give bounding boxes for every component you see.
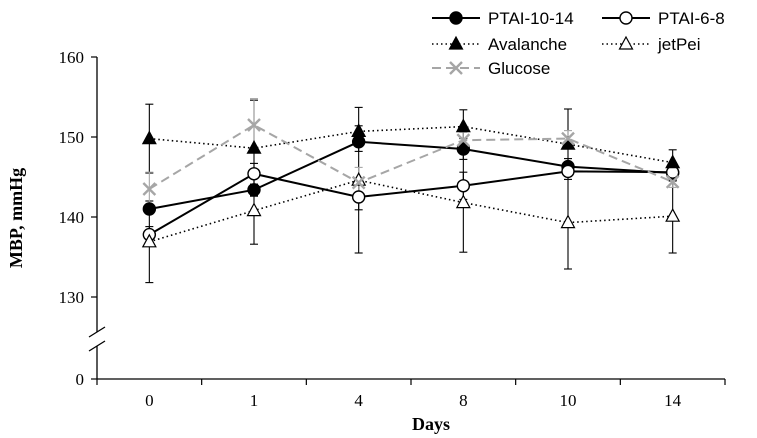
series-line-4 (148, 123, 674, 190)
series-line-3 (149, 179, 673, 243)
y-tick-label-0: 0 (76, 370, 85, 389)
marker-s1-p4 (561, 164, 575, 179)
x-ticks: 0 1 4 8 10 14 (96, 379, 726, 410)
marker-s3-p3 (455, 194, 471, 209)
legend-label-0: PTAI-10-14 (488, 9, 574, 28)
legend-label-1: PTAI-6-8 (658, 9, 725, 28)
marker-s0-p0 (142, 202, 157, 216)
legend-item-0: PTAI-10-14 (432, 9, 574, 28)
marker-s2-p1 (246, 139, 262, 154)
x-tick-label-2: 4 (354, 391, 363, 410)
legend-marker-0 (449, 11, 463, 25)
lines (148, 123, 674, 243)
y-axis-title: MBP, mmHg (6, 168, 26, 268)
series (141, 98, 681, 284)
x-tick-label-4: 10 (560, 391, 577, 410)
marker-s3-p0 (141, 233, 157, 248)
marker-s1-p3 (456, 179, 471, 193)
legend-item-1: PTAI-6-8 (602, 9, 725, 28)
marker-s4-p5 (665, 174, 680, 189)
y-tick-label-4: 160 (59, 48, 85, 67)
marker-s0-p3 (456, 142, 471, 156)
y-tick-label-2: 140 (59, 208, 85, 227)
x-tick-label-0: 0 (145, 391, 154, 410)
marker-s2-p0 (141, 130, 157, 145)
legend-label-4: Glucose (488, 59, 550, 78)
marker-s2-p3 (455, 118, 471, 133)
legend: PTAI-10-14 PTAI-6-8 Avalanche jetPei Glu (432, 9, 725, 78)
marker-s2-p5 (665, 154, 681, 169)
markers (141, 118, 681, 248)
x-tick-label-1: 1 (250, 391, 259, 410)
x-tick-label-3: 8 (459, 391, 468, 410)
legend-marker-1 (619, 11, 633, 25)
marker-s4-p1 (247, 118, 261, 132)
marker-s3-p4 (560, 214, 576, 229)
axis-break-mark-lower (88, 340, 106, 352)
axes (88, 57, 725, 380)
series-line-0 (149, 140, 673, 210)
marker-s0-p2 (351, 135, 366, 149)
marker-s4-p4 (561, 131, 575, 146)
legend-marker-2 (448, 35, 464, 50)
legend-item-2: Avalanche (432, 35, 567, 54)
x-tick-label-5: 14 (664, 391, 682, 410)
series-line-1 (148, 170, 673, 236)
legend-marker-3 (618, 35, 634, 50)
legend-item-4: Glucose (432, 59, 550, 78)
x-axis-title: Days (412, 414, 450, 434)
y-tick-label-1: 130 (59, 288, 85, 307)
marker-s3-p1 (246, 202, 262, 217)
marker-s4-p3 (456, 133, 471, 148)
marker-s1-p2 (351, 190, 366, 204)
legend-item-3: jetPei (602, 35, 701, 54)
legend-label-2: Avalanche (488, 35, 567, 54)
marker-s4-p0 (142, 182, 157, 196)
axis-break-mark-upper (88, 326, 106, 338)
marker-s0-p1 (247, 183, 261, 197)
y-ticks: 0 130 140 150 160 (59, 48, 97, 389)
marker-s2-p2 (351, 123, 367, 137)
marker-s1-p1 (247, 167, 261, 181)
legend-marker-4 (449, 61, 463, 75)
marker-s4-p2 (351, 175, 366, 190)
legend-label-3: jetPei (657, 35, 701, 54)
marker-s3-p5 (665, 207, 681, 222)
y-tick-label-3: 150 (59, 128, 85, 147)
